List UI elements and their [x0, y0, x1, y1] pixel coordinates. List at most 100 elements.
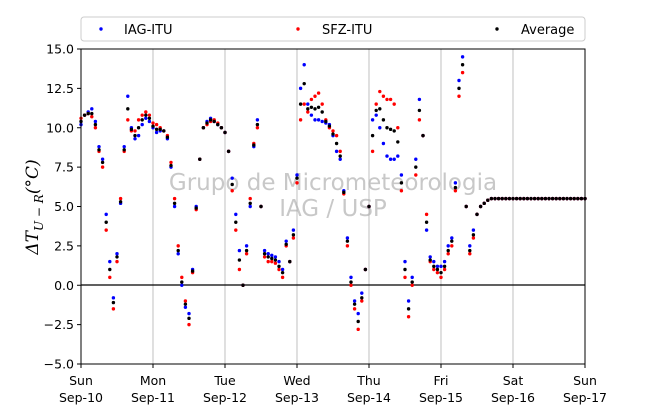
point-2-92 — [410, 280, 414, 284]
point-0-55 — [277, 259, 281, 264]
point-0-105 — [457, 78, 461, 83]
point-2-34 — [201, 126, 206, 130]
point-2-45 — [241, 283, 245, 287]
point-2-122 — [518, 196, 522, 201]
point-2-3 — [90, 111, 94, 116]
point-2-48 — [252, 143, 256, 147]
point-2-135 — [565, 196, 569, 201]
point-0-47 — [248, 204, 252, 209]
point-2-5 — [97, 148, 101, 152]
legend: IAG-ITU SFZ-ITU Average — [80, 16, 586, 42]
legend-label-0: IAG-ITU — [124, 23, 173, 38]
point-0-100 — [439, 264, 443, 269]
point-2-105 — [457, 86, 461, 91]
x-tick-date-3: Sep-13 — [275, 390, 319, 405]
x-tick-date-2: Sep-12 — [203, 390, 247, 405]
point-0-8 — [108, 259, 112, 264]
point-1-66 — [316, 91, 321, 95]
point-2-78 — [360, 296, 364, 300]
point-2-138 — [576, 196, 580, 201]
point-2-61 — [298, 102, 303, 106]
point-0-97 — [428, 255, 432, 259]
point-2-100 — [439, 270, 443, 275]
point-2-118 — [504, 196, 508, 201]
y-tick-label-2: 0.0 — [54, 278, 74, 293]
x-tick-date-5: Sep-15 — [419, 390, 463, 405]
point-0-9 — [111, 296, 116, 300]
x-tick-weekday-6: Sat — [503, 373, 524, 388]
point-2-64 — [309, 105, 314, 109]
y-axis-label-subscript: U − R — [32, 194, 46, 231]
x-tick-weekday-2: Tue — [213, 373, 236, 388]
point-2-11 — [118, 200, 123, 204]
legend-label-2: Average — [521, 23, 574, 38]
y-tick-label-0: −5.0 — [44, 357, 74, 372]
point-2-101 — [442, 264, 447, 269]
point-1-70 — [331, 129, 335, 133]
point-0-77 — [356, 311, 360, 316]
point-0-96 — [424, 228, 429, 232]
point-2-80 — [367, 204, 371, 209]
point-2-96 — [424, 220, 429, 224]
point-1-83 — [378, 89, 382, 94]
point-1-60 — [295, 181, 299, 185]
point-1-42 — [230, 189, 234, 193]
point-0-49 — [255, 118, 260, 122]
point-1-55 — [277, 267, 281, 272]
point-2-104 — [453, 185, 458, 190]
y-axis-label-unit: (°C) — [23, 159, 43, 194]
point-0-78 — [360, 291, 364, 295]
x-tick-weekday-7: Sun — [573, 373, 597, 388]
point-2-124 — [525, 196, 530, 201]
point-1-3 — [90, 115, 94, 119]
point-1-59 — [291, 236, 296, 240]
point-2-98 — [432, 264, 436, 269]
point-1-53 — [270, 259, 274, 264]
point-0-75 — [349, 275, 353, 280]
point-1-81 — [370, 149, 375, 154]
point-0-53 — [270, 253, 274, 258]
point-1-47 — [248, 196, 252, 201]
x-tick-weekday-5: Fri — [434, 373, 449, 388]
y-tick-label-7: 12.5 — [46, 81, 74, 96]
point-0-84 — [381, 141, 386, 146]
point-2-41 — [226, 149, 231, 154]
point-2-126 — [532, 196, 537, 201]
point-2-51 — [262, 252, 267, 256]
point-2-42 — [230, 182, 234, 187]
point-2-8 — [108, 267, 112, 272]
point-2-82 — [374, 108, 378, 113]
point-1-102 — [446, 252, 450, 256]
watermark: Grupo de Micrometeorologia IAG / USP — [169, 170, 497, 222]
point-2-130 — [547, 196, 551, 201]
point-2-113 — [486, 198, 490, 202]
point-0-57 — [284, 239, 288, 243]
y-axis-label-base: ΔT — [23, 229, 43, 255]
point-2-63 — [306, 107, 310, 111]
point-0-56 — [280, 267, 285, 272]
point-1-13 — [126, 118, 130, 122]
point-0-104 — [453, 181, 458, 185]
point-1-67 — [320, 102, 324, 106]
point-0-59 — [291, 228, 296, 232]
point-2-86 — [388, 127, 393, 132]
point-2-7 — [104, 220, 108, 224]
point-1-21 — [154, 122, 159, 127]
point-2-133 — [558, 196, 562, 201]
y-tick-label-5: 7.5 — [54, 160, 74, 175]
point-2-66 — [316, 105, 321, 109]
legend-marker-1 — [296, 27, 300, 31]
point-1-105 — [457, 94, 461, 98]
point-2-91 — [406, 307, 411, 311]
point-0-10 — [115, 252, 119, 256]
point-0-86 — [388, 157, 393, 161]
point-0-44 — [237, 248, 242, 253]
point-0-94 — [417, 97, 422, 102]
point-1-64 — [309, 97, 314, 102]
point-0-76 — [352, 299, 357, 303]
point-2-23 — [162, 129, 166, 133]
point-2-75 — [349, 280, 353, 284]
point-1-77 — [356, 327, 360, 332]
point-1-93 — [414, 173, 418, 177]
point-2-136 — [568, 196, 573, 201]
